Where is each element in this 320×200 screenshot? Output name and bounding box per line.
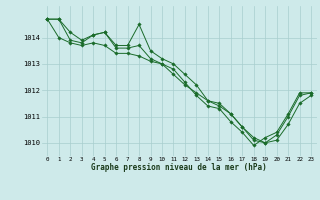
X-axis label: Graphe pression niveau de la mer (hPa): Graphe pression niveau de la mer (hPa) <box>91 163 267 172</box>
